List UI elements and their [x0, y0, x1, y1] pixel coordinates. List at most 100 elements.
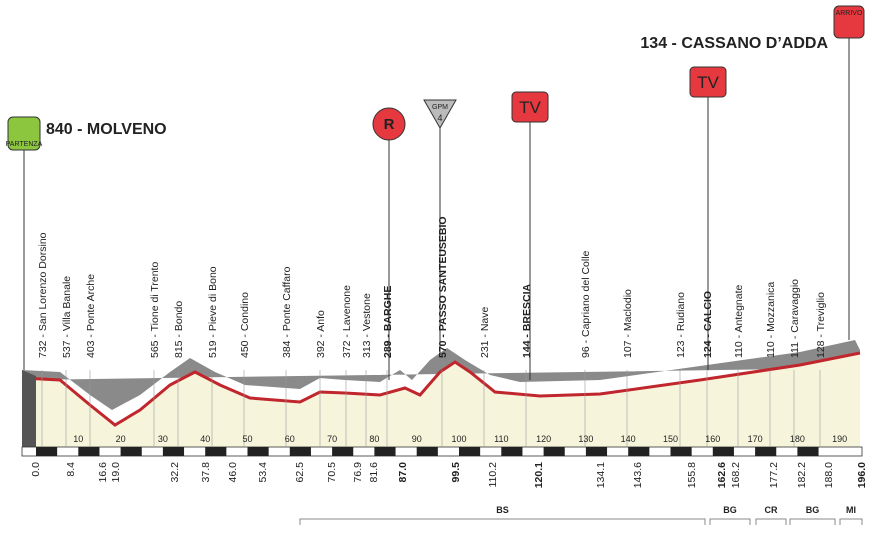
- bar-segment: [416, 447, 438, 456]
- distance-label: 182.2: [796, 462, 808, 488]
- distance-label: 177.2: [768, 462, 780, 488]
- province-bracket: [755, 518, 787, 525]
- distance-label: 19.0: [110, 462, 122, 483]
- scale-tick-label: 190: [832, 434, 847, 444]
- province-label: BG: [723, 505, 737, 515]
- tv-sign: [511, 91, 549, 123]
- scale-tick-label: 140: [621, 434, 636, 444]
- profile-fill: [22, 353, 860, 447]
- bar-segment: [628, 447, 650, 456]
- bar-segment: [585, 447, 608, 456]
- scale-tick-label: 60: [285, 434, 295, 444]
- distance-label: 155.8: [686, 462, 698, 488]
- waypoint-label: 384 - Ponte Caffaro: [281, 266, 293, 358]
- bar-segment: [36, 447, 58, 456]
- sprint-text: R: [384, 116, 395, 133]
- scale-tick-label: 120: [536, 434, 551, 444]
- bar-segment: [78, 447, 100, 456]
- province-label: CR: [765, 505, 778, 515]
- province-label: BG: [806, 505, 820, 515]
- start-sign-text: PARTENZA: [6, 141, 43, 148]
- waypoint-label: 537 - Villa Banale: [61, 276, 73, 358]
- profile-side: [22, 370, 36, 447]
- scale-tick-label: 10: [73, 434, 83, 444]
- scale-tick-label: 50: [242, 434, 252, 444]
- distance-label: 99.5: [450, 462, 462, 483]
- finish-sign: [833, 5, 865, 39]
- bar-segment: [247, 447, 269, 456]
- bar-segment: [162, 447, 185, 456]
- scale-tick-label: 80: [369, 434, 379, 444]
- waypoint-label: 231 - Nave: [479, 306, 491, 358]
- waypoint-label: 144 - BRESCIA: [521, 283, 533, 358]
- waypoint-label: 403 - Ponte Arche: [85, 274, 97, 358]
- province-bracket: [709, 518, 751, 525]
- province-label: BS: [496, 505, 509, 515]
- start-sign: [7, 116, 41, 151]
- bar-segment: [501, 447, 523, 456]
- bar-segment: [543, 447, 565, 456]
- bar-segment: [670, 447, 692, 456]
- waypoint-label: 392 - Anfo: [315, 310, 327, 358]
- waypoint-label: 732 - San Lorenzo Dorsino: [37, 232, 49, 358]
- waypoint-label: 815 - Bondo: [173, 301, 185, 358]
- scale-tick-label: 160: [705, 434, 720, 444]
- distance-label: 46.0: [227, 462, 239, 483]
- province-bracket: [299, 518, 706, 525]
- bar-segment: [459, 447, 481, 456]
- climb-category: 4: [437, 113, 442, 123]
- distance-label: 70.5: [326, 462, 338, 483]
- tv-sign: [689, 66, 727, 98]
- profile-line: [21, 351, 861, 427]
- distance-label: 168.2: [730, 462, 742, 488]
- waypoint-label: 372 - Lavenone: [341, 285, 353, 358]
- waypoint-label: 313 - Vestone: [361, 293, 373, 358]
- distance-label: 196.0: [856, 462, 868, 488]
- tv-text: TV: [697, 73, 719, 92]
- bar-segment: [289, 447, 311, 456]
- distance-label: 53.4: [257, 462, 269, 483]
- scale-tick-label: 70: [327, 434, 337, 444]
- scale-tick-label: 100: [451, 434, 466, 444]
- distance-label: 16.6: [97, 462, 109, 483]
- distance-label: 134.1: [595, 462, 607, 488]
- waypoint-label: 570 - PASSO SANTEUSEBIO: [437, 216, 449, 358]
- waypoint-label: 450 - Condino: [239, 292, 251, 358]
- scale-tick-label: 30: [158, 434, 168, 444]
- bar-segment: [755, 447, 777, 456]
- scale-tick-label: 130: [578, 434, 593, 444]
- climb-text: GPM: [432, 104, 448, 111]
- bar-segment: [374, 447, 396, 456]
- sprint-sign: [372, 107, 406, 141]
- waypoint-label: 289 - BARGHE: [382, 286, 394, 358]
- waypoint-label: 128 - Treviglio: [815, 292, 827, 358]
- waypoint-label: 519 - Pieve di Bono: [207, 266, 219, 358]
- province-bracket: [839, 518, 863, 525]
- distance-label: 81.6: [368, 462, 380, 483]
- waypoint-label: 111 - Caravaggio: [789, 279, 801, 358]
- distance-label: 143.6: [632, 462, 644, 488]
- scale-tick-label: 180: [790, 434, 805, 444]
- bar-segment: [797, 447, 819, 456]
- distance-label: 32.2: [169, 462, 181, 483]
- distance-label: 162.6: [716, 462, 728, 488]
- waypoint-label: 124 - CALCIO: [702, 291, 714, 358]
- distance-label: 76.9: [352, 462, 364, 483]
- waypoint-label: 107 - Maclodio: [622, 289, 634, 358]
- province-label: MI: [846, 505, 856, 515]
- scale-tick-label: 90: [412, 434, 422, 444]
- waypoint-label: 110 - Mozzanica: [765, 282, 777, 358]
- scale-tick-label: 110: [494, 434, 508, 444]
- distance-label: 87.0: [397, 462, 409, 483]
- distance-label: 37.8: [200, 462, 212, 483]
- waypoint-label: 110 - Antegnate: [733, 284, 745, 358]
- bar-segment: [120, 447, 142, 456]
- bar-segment: [205, 447, 227, 456]
- scale-tick-label: 40: [200, 434, 210, 444]
- bar-segment: [712, 447, 734, 456]
- climb-sign: [423, 99, 457, 130]
- distance-bar: [21, 446, 863, 457]
- distance-label: 0.0: [30, 462, 42, 477]
